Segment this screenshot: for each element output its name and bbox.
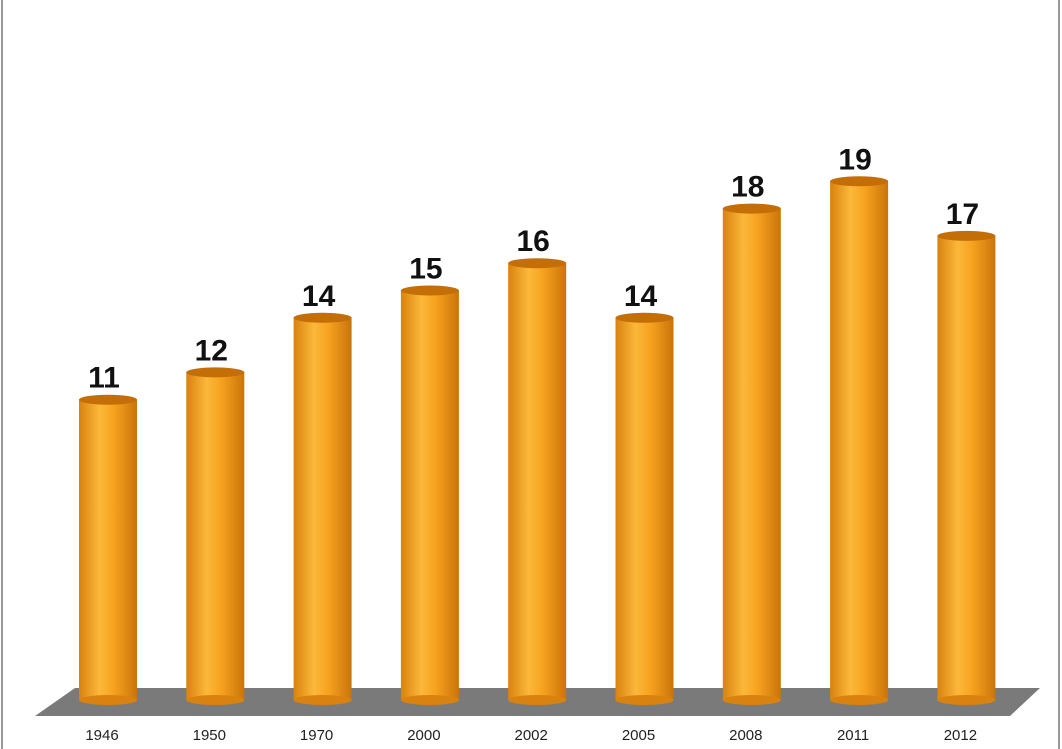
value-label: 12	[195, 334, 228, 367]
bar	[79, 400, 137, 700]
value-label: 14	[624, 280, 658, 313]
x-tick-label: 2008	[729, 727, 762, 744]
bar	[616, 318, 674, 700]
bar-top	[937, 231, 995, 241]
bar	[830, 181, 888, 700]
value-label: 16	[517, 225, 550, 258]
value-label: 18	[731, 171, 764, 204]
bar-base	[79, 695, 137, 705]
x-tick-label: 1950	[193, 727, 226, 744]
bars: 11 1946 12 1950 14 1970 15 2000 16 2002 14 2005 18 20…	[79, 143, 995, 744]
bar	[401, 291, 459, 701]
bar-top	[616, 313, 674, 323]
bar-base	[508, 695, 566, 705]
x-tick-label: 1946	[85, 727, 118, 744]
bar-top	[79, 395, 137, 405]
bar-base	[294, 695, 352, 705]
value-label: 15	[409, 253, 442, 286]
bar-top	[294, 313, 352, 323]
bar	[186, 372, 244, 700]
bar-base	[616, 695, 674, 705]
x-tick-label: 2012	[944, 727, 977, 744]
bar-base	[937, 695, 995, 705]
bar-top	[401, 286, 459, 296]
value-label: 14	[302, 280, 336, 313]
x-tick-label: 2011	[837, 727, 869, 744]
x-tick-label: 2002	[515, 727, 548, 744]
bar-top	[830, 176, 888, 186]
bar-base	[186, 695, 244, 705]
chart: 11 1946 12 1950 14 1970 15 2000 16 2002 14 2005 18 20…	[0, 0, 1062, 749]
bar-top	[186, 367, 244, 377]
page: 11 1946 12 1950 14 1970 15 2000 16 2002 14 2005 18 20…	[0, 0, 1062, 749]
bar-top	[723, 204, 781, 214]
value-label: 11	[88, 362, 120, 395]
bar	[294, 318, 352, 700]
x-tick-label: 1970	[300, 727, 333, 744]
x-tick-label: 2005	[622, 727, 655, 744]
bar-top	[508, 258, 566, 268]
x-tick-label: 2000	[407, 727, 440, 744]
bar	[937, 236, 995, 700]
bar-base	[830, 695, 888, 705]
value-label: 17	[946, 198, 979, 231]
bar	[723, 209, 781, 700]
bar	[508, 263, 566, 700]
bar-base	[723, 695, 781, 705]
value-label: 19	[838, 143, 871, 176]
bar-base	[401, 695, 459, 705]
